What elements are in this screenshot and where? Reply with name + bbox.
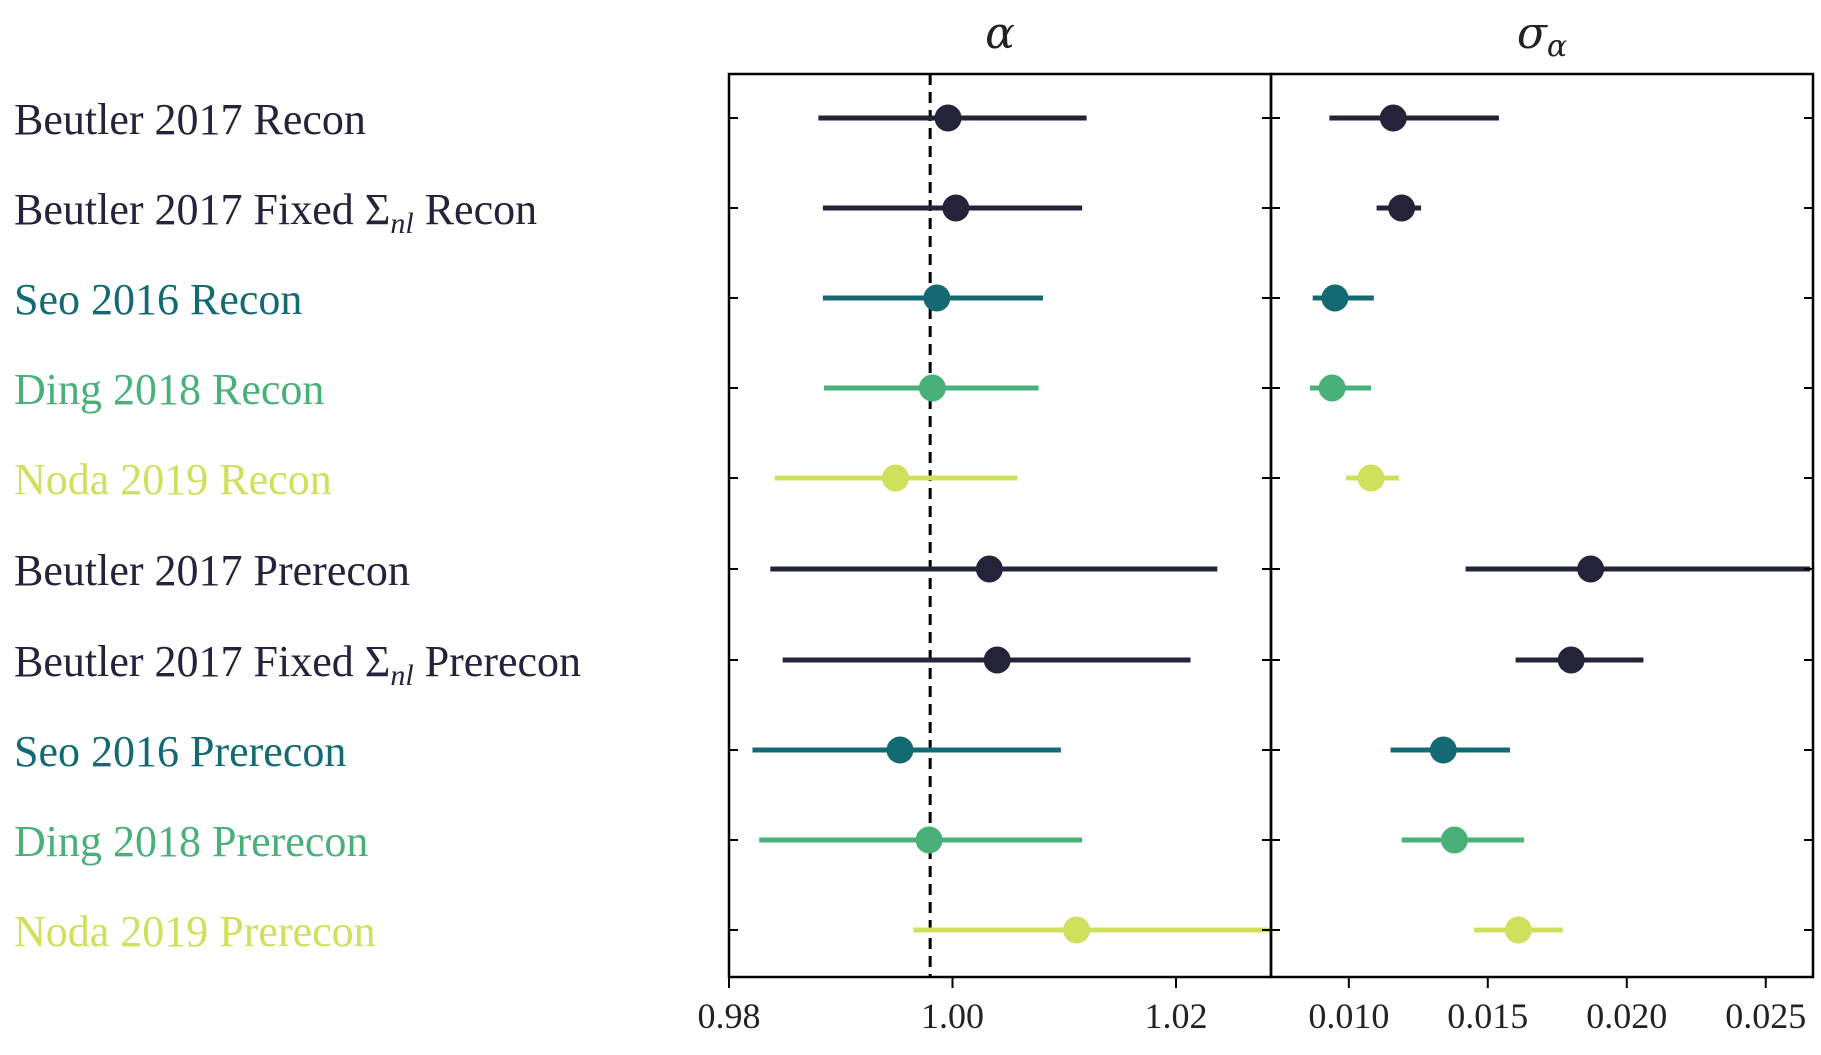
row-label: Noda 2019 Recon	[14, 455, 332, 504]
x-tick-label: 0.015	[1447, 996, 1528, 1036]
data-point	[886, 736, 914, 764]
panel-title: σα	[1517, 8, 1567, 64]
row-labels: Beutler 2017 Recon Beutler 2017 Fixed Σnl…	[14, 95, 581, 956]
data-point	[923, 284, 951, 312]
data-point	[1429, 736, 1457, 764]
panel-frame	[1269, 72, 1815, 979]
row-label: Beutler 2017 Recon	[14, 95, 366, 144]
x-tick-label: 0.98	[698, 996, 761, 1036]
data-point	[1379, 104, 1407, 132]
data-point	[975, 555, 1003, 583]
x-tick-label: 1.00	[921, 996, 984, 1036]
data-point	[934, 104, 962, 132]
row-label: Seo 2016 Prerecon	[14, 727, 346, 776]
data-point	[882, 464, 910, 492]
data-point	[942, 194, 970, 222]
alpha-panel: α 0.98 1.00 1.02	[698, 8, 1273, 1036]
row-label: Beutler 2017 Fixed Σnl Recon	[14, 185, 537, 240]
row-label: Seo 2016 Recon	[14, 275, 302, 324]
data-point	[1318, 374, 1346, 402]
data-point	[1557, 646, 1585, 674]
data-point	[915, 826, 943, 854]
row-label: Beutler 2017 Fixed Σnl Prerecon	[14, 637, 581, 692]
x-tick-label: 0.010	[1308, 996, 1389, 1036]
data-point	[1504, 916, 1532, 944]
data-point	[1357, 464, 1385, 492]
data-point	[1388, 194, 1416, 222]
x-tick-label: 1.02	[1145, 996, 1208, 1036]
x-tick-label: 0.020	[1586, 996, 1667, 1036]
data-point	[918, 374, 946, 402]
data-point	[1440, 826, 1468, 854]
data-point	[1321, 284, 1349, 312]
x-tick-label: 0.025	[1725, 996, 1806, 1036]
sigma-panel: σα 0.010 0.015 0.020 0.025	[1269, 8, 1815, 1036]
panel-title: α	[985, 8, 1015, 59]
row-label: Beutler 2017 Prerecon	[14, 546, 410, 595]
row-label: Ding 2018 Recon	[14, 365, 324, 414]
data-point	[983, 646, 1011, 674]
row-label: Noda 2019 Prerecon	[14, 907, 376, 956]
data-point	[1577, 555, 1605, 583]
data-point	[1063, 916, 1091, 944]
row-label: Ding 2018 Prerecon	[14, 817, 368, 866]
